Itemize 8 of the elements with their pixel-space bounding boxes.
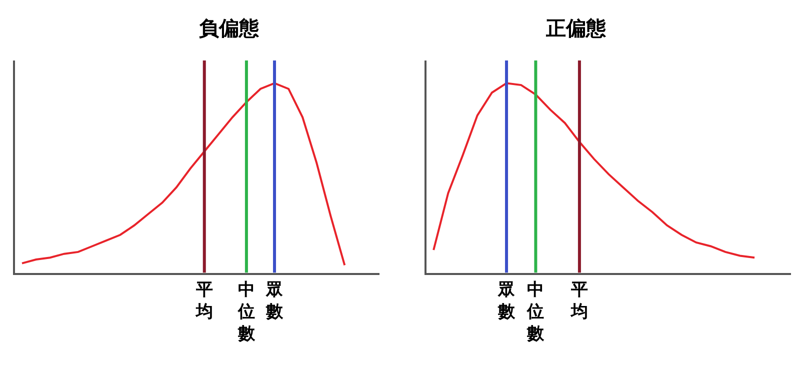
x-tick-label: 平均 bbox=[194, 280, 213, 322]
chart-title: 正偏態 bbox=[545, 16, 607, 40]
chart-title: 負偏態 bbox=[199, 16, 260, 40]
x-tick-label: 中位數 bbox=[526, 280, 546, 344]
x-tick-label: 眾數 bbox=[265, 280, 284, 322]
x-tick-label: 平均 bbox=[570, 280, 588, 322]
x-tick-label: 中位數 bbox=[236, 280, 256, 344]
x-tick-label: 眾數 bbox=[497, 280, 516, 322]
